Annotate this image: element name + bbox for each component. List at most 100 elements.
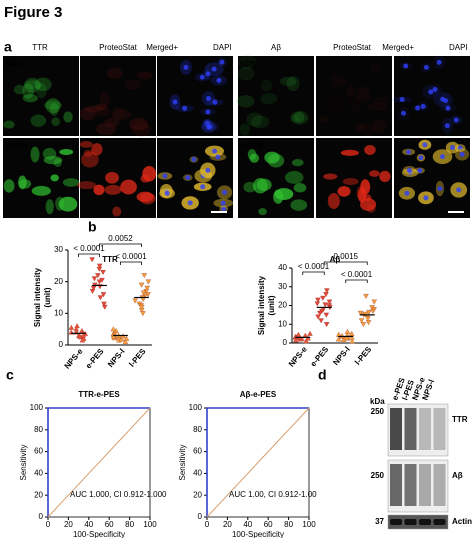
cell [112, 206, 122, 217]
y-axis-label: (unit) [43, 287, 52, 307]
x-tick-label: 0 [46, 520, 51, 529]
nucleus [401, 110, 407, 116]
cell [346, 97, 364, 111]
cell [346, 85, 355, 98]
data-point [349, 338, 355, 344]
cell [23, 80, 42, 90]
bracket [99, 243, 142, 247]
nucleus [219, 59, 225, 65]
data-point [101, 301, 107, 307]
row-label: e-PES [240, 142, 264, 151]
y-axis-label: Signal intensity [257, 275, 266, 335]
data-point [343, 335, 349, 341]
cell [279, 76, 297, 87]
cell [79, 140, 93, 148]
x-tick-label: 40 [243, 520, 252, 529]
roc-line [47, 407, 151, 518]
cell [59, 149, 74, 156]
cell [243, 181, 257, 193]
mw-marker: 250 [371, 471, 385, 480]
data-point [141, 273, 148, 279]
cell [43, 156, 63, 165]
bracket [323, 261, 368, 265]
panel-label: d [318, 367, 327, 383]
blot-label: Actin [452, 517, 472, 526]
x-tick-label: 60 [264, 520, 273, 529]
data-point [79, 327, 85, 333]
y-tick-label: 0 [283, 338, 288, 347]
panel-label: b [88, 219, 97, 235]
data-point [101, 304, 108, 310]
cell [239, 123, 250, 136]
nucleus [440, 154, 446, 160]
nucleus [162, 173, 168, 179]
nucleus [220, 200, 226, 206]
x-tick-label: 20 [64, 520, 73, 529]
data-point [295, 331, 302, 337]
column-header: DAPI [213, 43, 232, 52]
band-smear [433, 408, 446, 450]
band [390, 519, 402, 525]
p-value: 0.0015 [334, 252, 359, 261]
cell [290, 110, 309, 125]
cell [111, 109, 132, 120]
cell [112, 106, 125, 121]
data-point [303, 338, 309, 344]
data-point [91, 276, 98, 282]
chart-title: TTR [102, 255, 118, 264]
band-smear [390, 464, 402, 506]
data-point [365, 320, 372, 326]
y-axis-label: (unit) [267, 295, 276, 315]
data-point [293, 337, 299, 343]
x-tick-label: 60 [105, 520, 114, 529]
data-point [318, 318, 324, 324]
data-point [138, 308, 145, 313]
data-point [349, 334, 355, 340]
nucleus [432, 86, 438, 92]
cell [292, 112, 305, 123]
data-point [74, 323, 80, 329]
nucleus [204, 120, 210, 126]
nucleus [459, 151, 465, 157]
cell [246, 112, 263, 127]
y-tick-label: 20 [193, 490, 202, 499]
cell [83, 149, 93, 157]
cell [273, 189, 284, 204]
nucleus [182, 105, 188, 111]
cell [36, 83, 47, 99]
data-point [315, 314, 321, 320]
data-point [139, 304, 145, 310]
data-point [360, 322, 367, 328]
cell [293, 183, 307, 193]
band [419, 519, 431, 525]
column-header: TTR [32, 43, 48, 52]
cell [323, 173, 338, 180]
cell [372, 119, 387, 134]
cell [30, 114, 47, 127]
y-tick-label: 100 [30, 403, 44, 412]
y-tick-label: 0 [198, 512, 203, 521]
data-point [140, 290, 147, 296]
data-point [317, 310, 323, 316]
cell [91, 143, 103, 156]
cell [291, 159, 304, 167]
cell [3, 120, 15, 129]
micrograph [394, 56, 470, 136]
data-point [299, 336, 305, 342]
y-tick-label: 10 [278, 319, 287, 328]
nucleus [206, 95, 212, 101]
nucleus [437, 186, 443, 192]
nucleus [450, 145, 456, 151]
band [404, 519, 417, 525]
cell [93, 184, 105, 196]
column-header: Merged+ [382, 43, 414, 52]
band-smear [419, 464, 431, 506]
y-tick-label: 0 [39, 512, 44, 521]
cell [139, 192, 156, 205]
data-point [96, 266, 103, 272]
cell [356, 185, 367, 201]
cell [129, 117, 149, 131]
cell [136, 71, 153, 80]
data-point [370, 308, 376, 314]
